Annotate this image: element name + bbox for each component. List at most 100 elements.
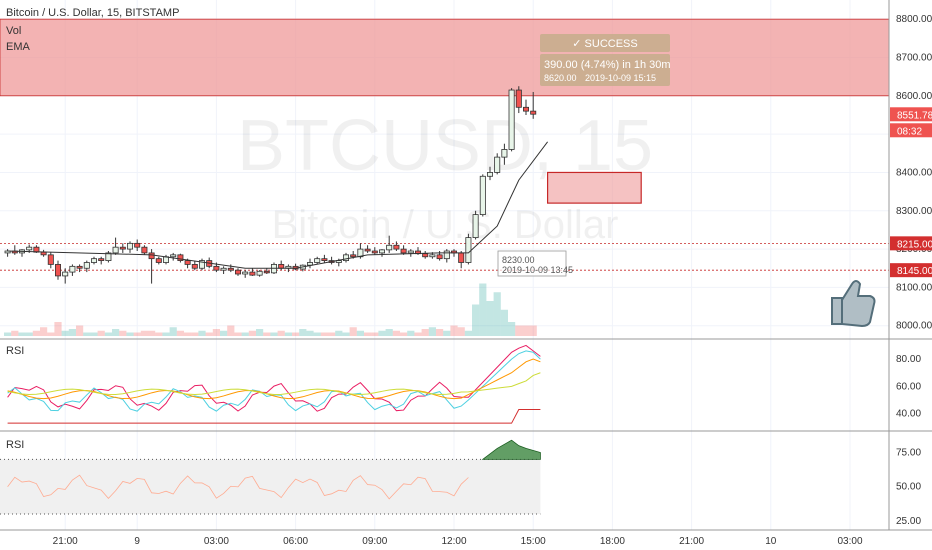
candle (508, 88, 515, 152)
candle (47, 252, 54, 269)
volume-bar (191, 332, 199, 336)
time-tick-label[interactable]: 21:00 (53, 536, 78, 547)
candle (256, 270, 263, 277)
candle-body (350, 254, 357, 258)
price-tick-label[interactable]: 8000.00 (896, 321, 932, 332)
candle (378, 249, 385, 257)
candle-body (429, 254, 436, 258)
candle-body (263, 270, 270, 274)
volume-bar (11, 330, 19, 336)
price-tick-label[interactable]: 8600.00 (896, 91, 932, 102)
volume-bar (450, 325, 458, 336)
candle-body (220, 267, 227, 271)
candle-body (393, 244, 400, 250)
price-tick-label[interactable]: 8800.00 (896, 14, 932, 25)
volume-bar (292, 332, 300, 336)
candle-body (98, 258, 105, 261)
rsi2-tick-label: 75.00 (896, 448, 921, 459)
volume-bar (76, 325, 84, 336)
candle-body (148, 252, 155, 260)
volume-bar (133, 332, 141, 336)
price-tick-label[interactable]: 8400.00 (896, 167, 932, 178)
price-label-bg (890, 263, 932, 278)
volume-bar (270, 332, 278, 336)
time-tick-label[interactable]: 09:00 (362, 536, 387, 547)
rsi2-tick-label: 25.00 (896, 516, 921, 527)
price-tick-label[interactable]: 8300.00 (896, 206, 932, 217)
candle-body (127, 242, 134, 250)
watermark-name: Bitcoin / U.S. Dollar (272, 203, 619, 247)
candle-body (234, 269, 241, 275)
candle-body (530, 110, 537, 115)
candle-body (479, 175, 486, 216)
candle (523, 99, 530, 115)
candle-body (26, 246, 33, 251)
candle (515, 86, 522, 114)
rsi1-line (7, 372, 541, 396)
volume-bar (328, 332, 336, 336)
candle (486, 166, 493, 181)
result-box (540, 54, 670, 86)
volume-bar (500, 309, 508, 336)
candle-body (55, 264, 62, 277)
volume-bar (392, 330, 400, 336)
time-tick-label[interactable]: 10 (765, 536, 777, 547)
candle-body (184, 260, 191, 265)
candle-body (378, 249, 385, 254)
volume-bar (522, 325, 530, 336)
price-tick-label[interactable]: 8100.00 (896, 282, 932, 293)
time-tick-label[interactable]: 15:00 (521, 536, 546, 547)
annotation-box[interactable] (546, 171, 642, 204)
time-tick-label[interactable]: 18:00 (600, 536, 625, 547)
candle (69, 264, 76, 276)
candle-body (76, 265, 83, 269)
volume-bar (277, 330, 285, 336)
volume-bar (184, 332, 192, 336)
candle-body (249, 271, 256, 276)
chart-title: Bitcoin / U.S. Dollar, 15, BITSTAMP (6, 7, 179, 19)
rsi1-tick-label: 40.00 (896, 409, 921, 420)
candle-body (436, 254, 443, 260)
volume-bar (436, 329, 444, 336)
candle-body (501, 149, 508, 158)
time-tick-label[interactable]: 12:00 (441, 536, 466, 547)
volume-bar (284, 332, 292, 336)
target-price: 8620.00 (544, 73, 577, 83)
volume-bar (529, 325, 537, 336)
volume-bar (320, 332, 328, 336)
candle-body (486, 172, 493, 177)
rsi2-line (7, 474, 469, 500)
candle-body (177, 254, 184, 261)
candle-body (213, 265, 220, 271)
candle-body (494, 156, 501, 173)
volume-bar (176, 330, 184, 336)
rsi2-title: RSI (6, 439, 24, 451)
candle-body (357, 248, 364, 258)
price-tick-label[interactable]: 8700.00 (896, 52, 932, 63)
entry-box (497, 250, 567, 277)
entry-time: 2019-10-09 13:45 (502, 265, 573, 275)
time-tick-label[interactable]: 9 (134, 536, 140, 547)
candle (249, 268, 256, 276)
volume-bar (371, 332, 379, 336)
rsi2-tick-label: 50.00 (896, 482, 921, 493)
volume-bar (212, 329, 220, 336)
candle (465, 233, 472, 265)
candle-body (364, 248, 371, 252)
candle-body (465, 237, 472, 263)
volume-bar (112, 329, 120, 336)
volume-bar (256, 329, 264, 336)
time-tick-label[interactable]: 21:00 (679, 536, 704, 547)
time-tick-label[interactable]: 03:00 (837, 536, 862, 547)
candle (127, 241, 134, 253)
candle (91, 256, 98, 265)
success-badge (540, 34, 670, 52)
candle (155, 256, 162, 265)
candle (112, 237, 119, 255)
volume-bar (140, 330, 148, 336)
candle (407, 249, 414, 257)
time-tick-label[interactable]: 06:00 (283, 536, 308, 547)
time-tick-label[interactable]: 03:00 (204, 536, 229, 547)
volume-bar (342, 332, 350, 336)
